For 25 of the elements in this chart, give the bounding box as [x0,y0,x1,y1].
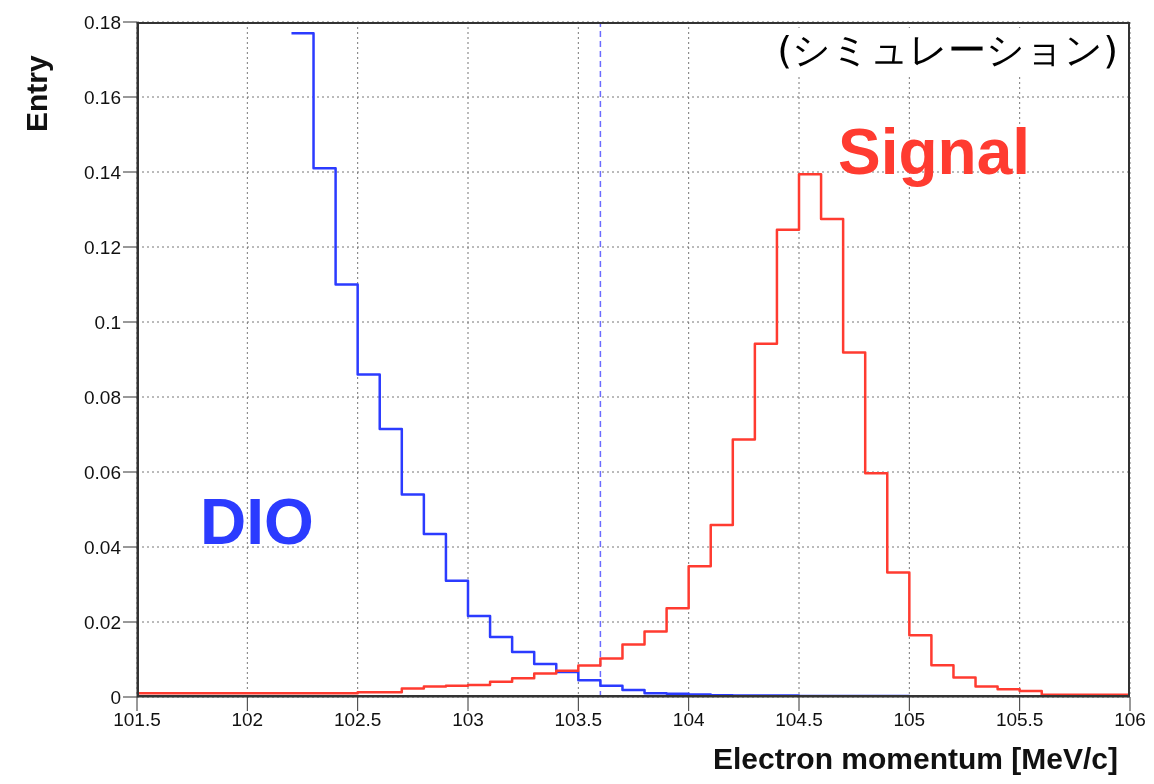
y-tick-label: 0.04 [84,536,122,558]
x-tick-label: 102 [231,709,264,731]
y-tick-label: 0.1 [94,311,121,333]
x-tick-label: 105.5 [995,709,1044,731]
y-axis-title: Entry [20,55,54,132]
x-tick-label: 105 [893,709,926,731]
y-tick-label: 0.16 [84,86,121,108]
x-tick-label: 106 [1114,709,1146,731]
x-axis-title: Electron momentum [MeV/c] [712,742,1118,776]
series-label: Signal [838,116,1031,188]
y-tick-label: 0.02 [84,611,121,633]
x-tick-label: 104.5 [775,709,823,731]
y-tick-label: 0.12 [84,236,121,258]
y-tick-label: 0.06 [84,461,121,483]
y-tick-label: 0.08 [84,386,121,408]
x-tick-label: 101.5 [113,709,161,731]
x-tick-label: 103 [452,709,484,731]
series-label: DIO [200,486,314,558]
x-tick-label: 102.5 [333,709,382,731]
y-tick-label: 0 [110,686,121,708]
y-tick-label: 0.18 [84,11,121,33]
x-tick-label: 103.5 [554,709,603,731]
annotation: (シミュレーション) [773,28,1122,74]
y-tick-label: 0.14 [84,161,122,183]
x-tick-label: 104 [672,709,705,731]
